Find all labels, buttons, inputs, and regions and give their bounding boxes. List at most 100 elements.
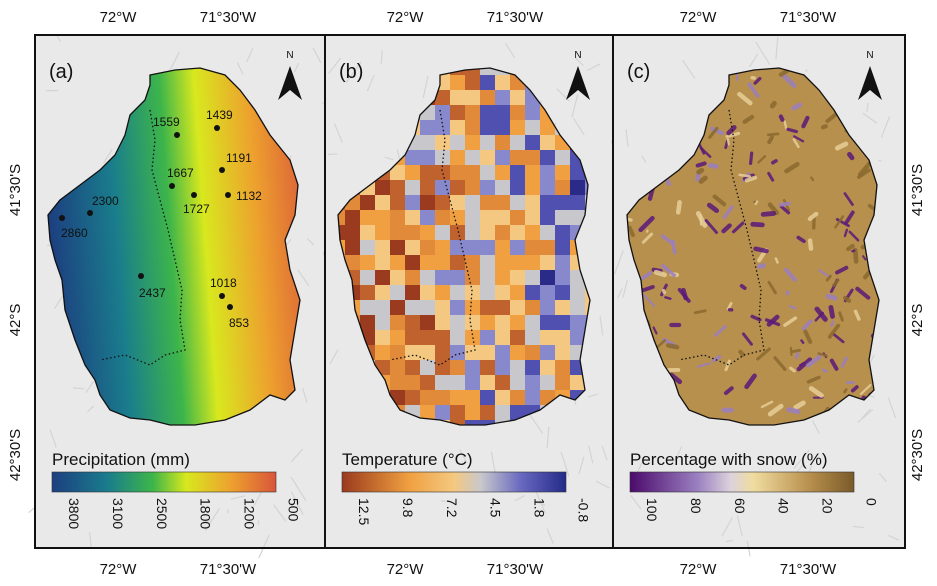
snow-streak — [726, 141, 728, 147]
temperature-cell — [510, 345, 525, 360]
longitude-label: 72°W — [680, 561, 718, 578]
temperature-cell — [465, 285, 480, 300]
temperature-cell — [510, 165, 525, 180]
temperature-cell — [375, 270, 390, 285]
temperature-cell — [480, 345, 495, 360]
temperature-cell — [510, 195, 525, 210]
colorbar-tick-label: 4.5 — [488, 498, 504, 518]
station-value: 2437 — [139, 286, 166, 300]
temperature-cell — [480, 210, 495, 225]
temperature-cell — [420, 315, 435, 330]
north-label: N — [286, 50, 293, 61]
temperature-cell — [495, 345, 510, 360]
temperature-cell — [405, 225, 420, 240]
longitude-label: 71°30'W — [200, 561, 257, 578]
temperature-cell — [540, 180, 555, 195]
temperature-cell — [450, 405, 465, 420]
temperature-cell — [345, 225, 360, 240]
snow-streak — [753, 224, 763, 225]
colorbar-tick-label: 500 — [286, 498, 302, 522]
temperature-cell — [540, 210, 555, 225]
temperature-cell — [435, 375, 450, 390]
temperature-cell — [405, 210, 420, 225]
temperature-cell — [375, 285, 390, 300]
longitude-label: 71°30'W — [200, 9, 257, 26]
station-marker — [219, 293, 225, 299]
temperature-cell — [360, 255, 375, 270]
relief — [878, 160, 881, 161]
figure: (a)N72°W72°W71°30'W71°30'WPrecipitation … — [0, 0, 937, 581]
colorbar-tick-label: -0.8 — [576, 498, 592, 522]
temperature-cell — [435, 270, 450, 285]
temperature-cell — [525, 105, 540, 120]
temperature-cell — [420, 285, 435, 300]
temperature-cell — [435, 240, 450, 255]
longitude-label: 71°30'W — [780, 561, 837, 578]
temperature-cell — [495, 330, 510, 345]
panel-label: (a) — [49, 61, 73, 83]
snow-streak — [756, 202, 758, 204]
temperature-cell — [480, 105, 495, 120]
temperature-cell — [450, 105, 465, 120]
temperature-cell — [540, 315, 555, 330]
snow-streak — [740, 175, 750, 177]
temperature-cell — [390, 285, 405, 300]
station-marker — [87, 210, 93, 216]
temperature-cell — [510, 135, 525, 150]
temperature-cell — [405, 345, 420, 360]
temperature-cell — [420, 225, 435, 240]
temperature-cell — [525, 315, 540, 330]
temperature-cell — [555, 240, 570, 255]
temperature-cell — [555, 300, 570, 315]
temperature-cell — [480, 315, 495, 330]
temperature-cell — [495, 120, 510, 135]
snow-streak — [823, 370, 826, 372]
station-value: 853 — [229, 316, 249, 330]
temperature-cell — [435, 105, 450, 120]
temperature-cell — [420, 195, 435, 210]
colorbar-tick-label: 3100 — [110, 498, 126, 529]
colorbar — [342, 472, 566, 492]
snow-streak — [781, 116, 783, 119]
temperature-cell — [465, 150, 480, 165]
station-marker — [214, 125, 220, 131]
temperature-cell — [360, 270, 375, 285]
temperature-cell — [495, 180, 510, 195]
snow-streak — [755, 249, 766, 251]
temperature-cell — [555, 180, 570, 195]
temperature-cell — [525, 165, 540, 180]
map-panel: (a)N72°W72°W71°30'W71°30'WPrecipitation … — [29, 9, 329, 578]
latitude-label: 41°30'S — [909, 164, 926, 216]
temperature-cell — [555, 375, 570, 390]
temperature-cell — [420, 135, 435, 150]
temperature-cell — [390, 210, 405, 225]
latitude-label: 42°S — [909, 304, 926, 337]
temperature-cell — [525, 225, 540, 240]
temperature-cell — [435, 330, 450, 345]
temperature-cell — [495, 165, 510, 180]
temperature-cell — [375, 255, 390, 270]
temperature-cell — [390, 360, 405, 375]
snow-streak — [831, 307, 833, 316]
temperature-cell — [480, 285, 495, 300]
temperature-cell — [510, 285, 525, 300]
temperature-cell — [555, 150, 570, 165]
colorbar-tick-label: 12.5 — [356, 498, 372, 525]
temperature-cell — [375, 240, 390, 255]
temperature-cell — [510, 180, 525, 195]
station-marker — [219, 167, 225, 173]
temperature-cell — [495, 285, 510, 300]
temperature-cell — [525, 270, 540, 285]
temperature-cell — [390, 270, 405, 285]
temperature-cell — [495, 90, 510, 105]
colorbar — [630, 472, 854, 492]
temperature-cell — [450, 300, 465, 315]
temperature-cell — [510, 120, 525, 135]
temperature-cell — [540, 285, 555, 300]
temperature-cell — [405, 285, 420, 300]
snow-streak — [698, 163, 705, 165]
temperature-cell — [405, 255, 420, 270]
station-marker — [138, 273, 144, 279]
temperature-cell — [525, 330, 540, 345]
temperature-cell — [570, 285, 585, 300]
